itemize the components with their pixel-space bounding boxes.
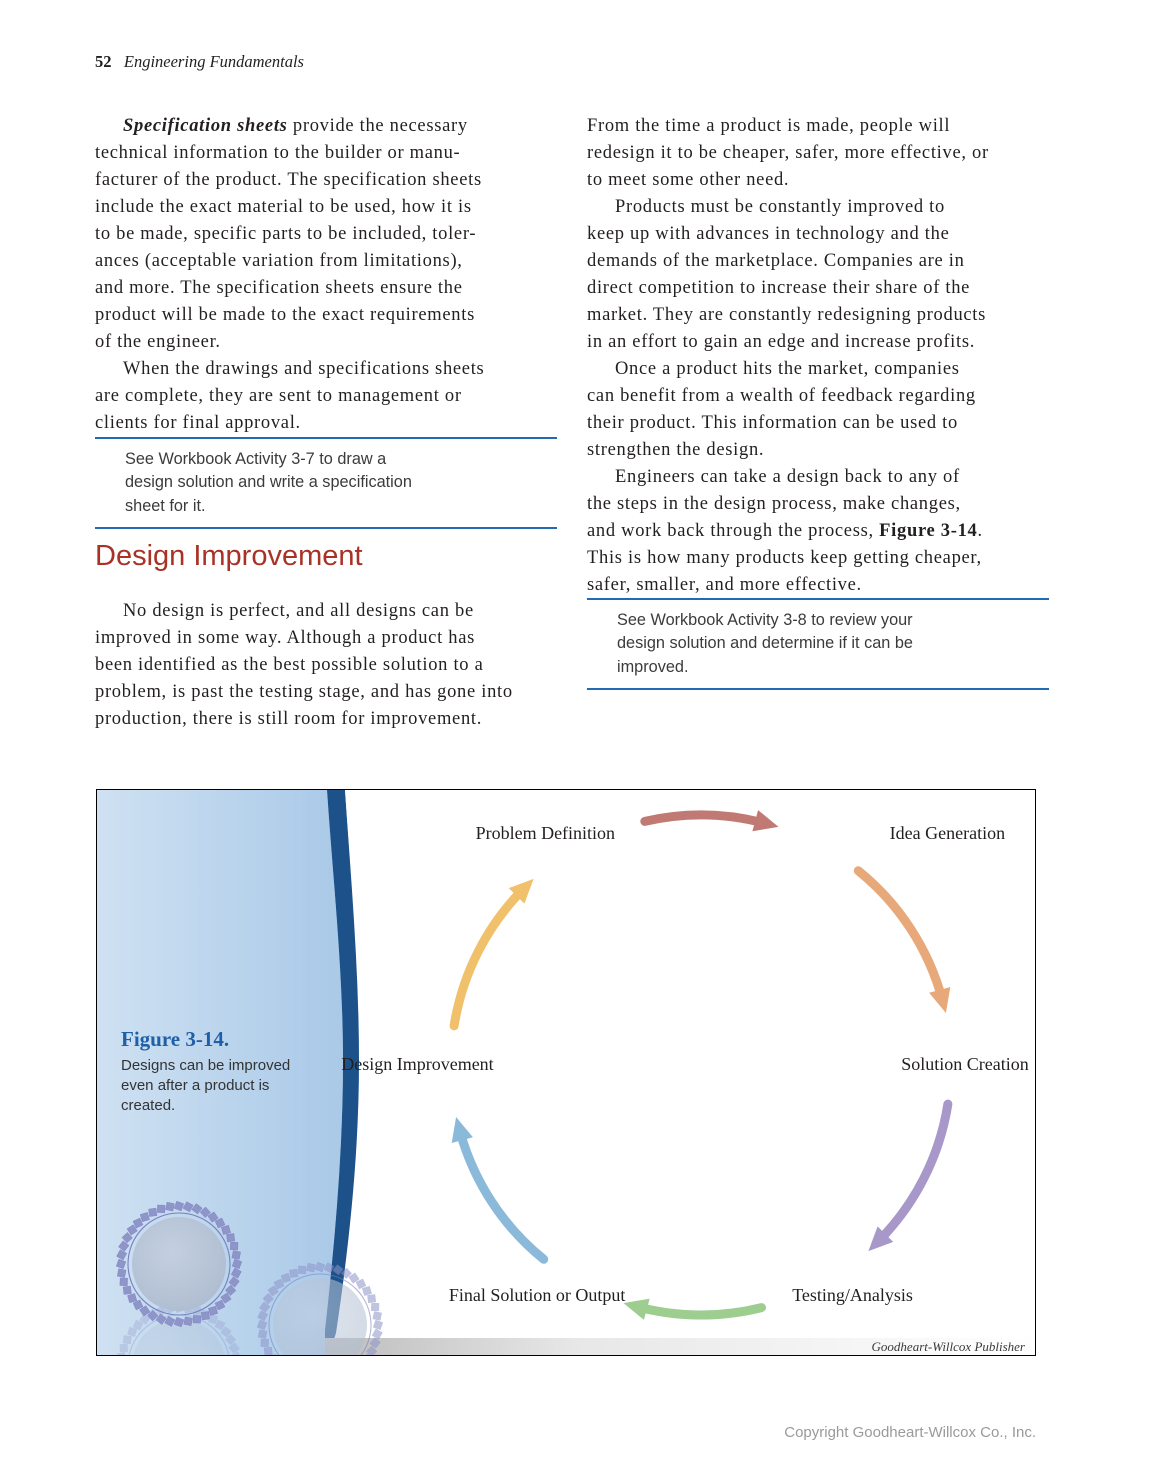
svg-text:Goodheart-Willcox Publisher: Goodheart-Willcox Publisher [872,1339,1026,1354]
